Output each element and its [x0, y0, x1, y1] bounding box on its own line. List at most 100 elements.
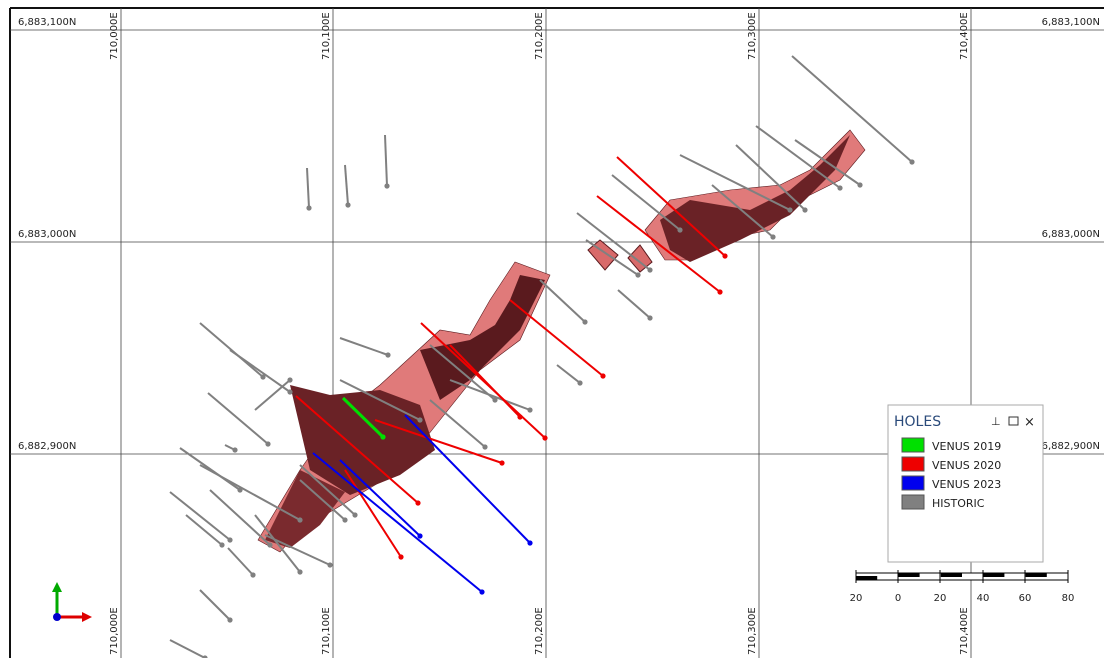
scale-label: 40	[977, 593, 990, 604]
drill-hole	[341, 396, 385, 439]
easting-label: 710,100E	[321, 607, 332, 655]
easting-label: 710,300E	[747, 12, 758, 60]
drill-hole	[207, 392, 269, 445]
ore-shell-dark	[660, 135, 850, 262]
ore-shell-dark	[290, 385, 435, 495]
hole-end	[492, 397, 498, 403]
hole-end	[398, 554, 404, 560]
axis-x-head	[82, 612, 92, 622]
maximize-button[interactable]	[1008, 416, 1019, 426]
hole-end	[219, 542, 225, 548]
drill-hole	[791, 55, 913, 163]
drill-hole	[254, 379, 291, 411]
hole-end	[770, 234, 776, 240]
drill-hole	[339, 337, 389, 356]
axis-indicator	[52, 582, 92, 622]
hole-end	[600, 373, 606, 379]
legend-swatch	[901, 494, 925, 510]
scale-block	[1025, 573, 1047, 577]
drill-hole	[209, 489, 271, 546]
hole-end	[265, 441, 271, 447]
drill-hole	[312, 452, 483, 593]
easting-label: 710,300E	[747, 607, 758, 655]
drill-hole	[585, 239, 639, 276]
hole-end	[482, 444, 488, 450]
drill-hole	[295, 395, 419, 504]
drill-hole	[227, 547, 254, 576]
hole-end	[677, 227, 683, 233]
easting-label: 710,000E	[109, 12, 120, 60]
hole-end	[202, 655, 208, 658]
scale-label: 80	[1062, 593, 1075, 604]
drill-hole	[199, 464, 301, 521]
drill-hole	[344, 164, 349, 206]
easting-label: 710,400E	[959, 12, 970, 60]
drill-hole	[617, 289, 651, 319]
drill-hole	[264, 534, 331, 566]
legend-swatch	[901, 456, 925, 472]
easting-label: 710,100E	[321, 12, 332, 60]
close-button[interactable]: ×	[1024, 415, 1035, 430]
easting-label: 710,000E	[109, 607, 120, 655]
drill-hole	[616, 156, 726, 257]
hole-end	[635, 272, 641, 278]
legend-label: VENUS 2020	[932, 459, 1001, 472]
easting-label: 710,200E	[534, 12, 545, 60]
drill-hole	[254, 514, 301, 573]
legend-label: VENUS 2019	[932, 440, 1001, 453]
hole-end	[287, 389, 293, 395]
hole-end	[717, 289, 723, 295]
drill-hole	[185, 514, 223, 546]
hole-end	[267, 542, 273, 548]
drill-hole	[794, 139, 861, 186]
northing-label: 6,882,900N	[1042, 441, 1100, 452]
hole-end	[352, 512, 358, 518]
scale-bar: 20 0 20 40 60 80	[850, 570, 1075, 604]
drill-hole	[539, 279, 586, 323]
northing-label: 6,882,900N	[18, 441, 76, 452]
hole-end	[577, 380, 583, 386]
pin-button[interactable]: ⊥	[991, 415, 1001, 428]
drill-hole	[199, 589, 231, 621]
hole-end	[380, 434, 386, 440]
northing-label: 6,883,000N	[1042, 229, 1100, 240]
drill-hole	[299, 479, 346, 521]
drill-hole	[711, 184, 774, 238]
hole-end	[582, 319, 588, 325]
hole-end	[345, 202, 351, 208]
hole-end	[417, 417, 423, 423]
scale-label: 0	[895, 593, 901, 604]
drill-hole	[429, 399, 486, 448]
drill-hole	[339, 379, 421, 421]
drill-hole	[735, 144, 806, 211]
hole-end	[232, 447, 238, 453]
northing-label: 6,883,000N	[18, 229, 76, 240]
drill-hole	[306, 167, 310, 209]
drill-hole	[229, 349, 291, 393]
drill-hole	[556, 364, 581, 384]
hole-end	[802, 207, 808, 213]
drill-hole	[169, 639, 206, 658]
scale-label: 60	[1019, 593, 1032, 604]
hole-end	[517, 414, 523, 420]
drill-hole	[169, 491, 231, 541]
legend-title: HOLES	[894, 414, 941, 430]
hole-end	[527, 540, 533, 546]
northing-label: 6,883,100N	[18, 17, 76, 28]
northing-label: 6,883,100N	[1042, 17, 1100, 28]
hole-end	[287, 377, 293, 383]
scale-block	[983, 573, 1005, 577]
hole-end	[417, 533, 423, 539]
drill-hole	[611, 174, 681, 231]
scale-block	[856, 576, 878, 580]
drill-hole	[429, 344, 496, 401]
hole-end	[479, 589, 485, 595]
ore-shell-dark	[265, 470, 345, 548]
hole-end	[227, 617, 233, 623]
hole-end	[499, 460, 505, 466]
hole-end	[384, 183, 390, 189]
hole-end	[909, 159, 915, 165]
easting-label: 710,200E	[534, 607, 545, 655]
hole-end	[327, 562, 333, 568]
